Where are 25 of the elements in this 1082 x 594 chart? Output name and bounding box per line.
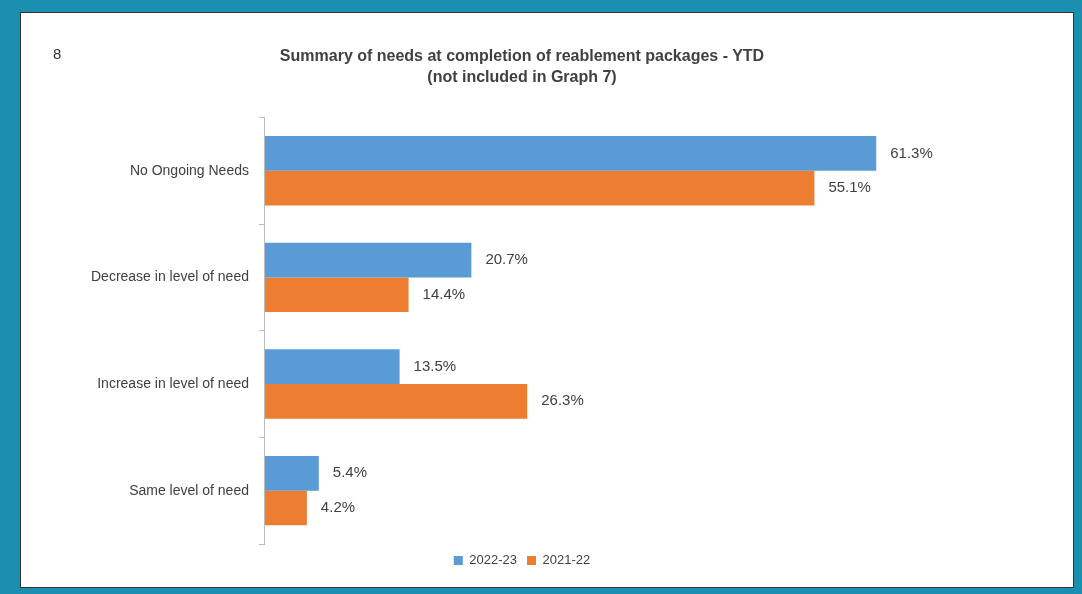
data-label: 26.3%	[541, 391, 584, 409]
chart-subtitle: (not included in Graph 7)	[427, 68, 617, 86]
legend-label: 2021-22	[542, 552, 591, 568]
data-label: 14.4%	[422, 284, 466, 302]
data-label: 4.2%	[320, 498, 356, 516]
data-label: 55.1%	[828, 178, 871, 196]
legend-label: 2022-23	[469, 552, 518, 568]
y-tick-label: Same level of need	[129, 481, 249, 498]
text: 8	[53, 45, 62, 62]
y-tick-label: Increase in level of need	[97, 374, 249, 391]
data-label: 5.4%	[332, 463, 368, 481]
data-label: 13.5%	[413, 356, 457, 374]
bar	[264, 242, 472, 278]
data-label: 61.3%	[890, 143, 933, 161]
data-label: 20.7%	[485, 250, 528, 268]
y-tick-label: No Ongoing Needs	[129, 161, 249, 178]
bar	[264, 490, 307, 526]
bar	[264, 170, 815, 206]
y-tick-label: Decrease in level of need	[90, 268, 249, 285]
bar	[264, 136, 877, 171]
chart-title: Summary of needs at completion of reablement packages - YTD	[279, 47, 765, 65]
bar	[264, 277, 409, 313]
bar	[264, 456, 319, 491]
bar	[264, 384, 528, 419]
bar	[264, 349, 400, 385]
